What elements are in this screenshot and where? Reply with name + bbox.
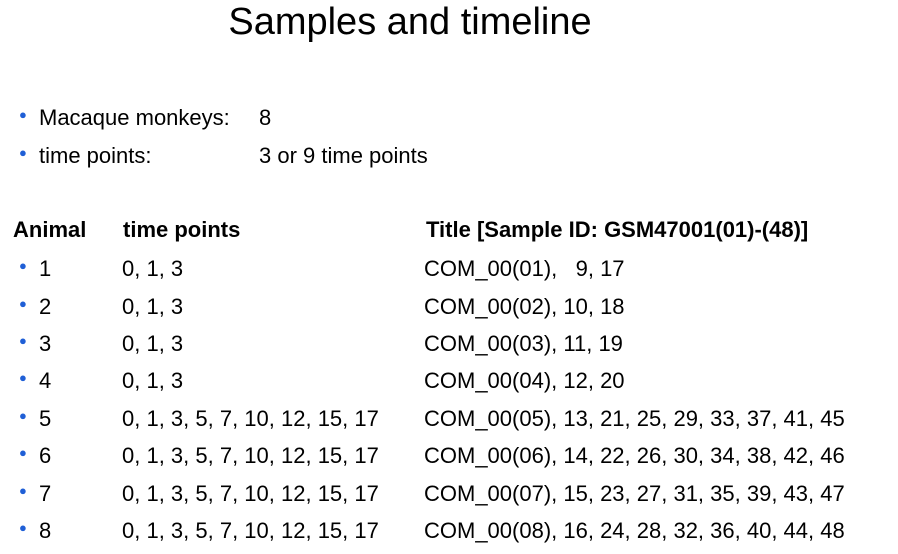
cell-title: COM_00(03), 11, 19 bbox=[424, 331, 623, 356]
cell-time-points: 0, 1, 3 bbox=[122, 256, 184, 281]
cell-title: COM_00(02), 10, 18 bbox=[424, 294, 625, 319]
cell-animal: 1 bbox=[39, 256, 52, 281]
cell-title: COM_00(01), 9, 17 bbox=[424, 256, 625, 281]
table-row: ● 3 0, 1, 3 COM_00(03), 11, 19 bbox=[0, 326, 898, 362]
bullet-icon: ● bbox=[19, 445, 27, 460]
cell-time-points: 0, 1, 3 bbox=[122, 331, 184, 356]
table-row: ● 7 0, 1, 3, 5, 7, 10, 12, 15, 17 COM_00… bbox=[0, 476, 898, 512]
column-header-time-points: time points bbox=[123, 217, 241, 242]
table-row: ● 5 0, 1, 3, 5, 7, 10, 12, 15, 17 COM_00… bbox=[0, 401, 898, 437]
cell-time-points: 0, 1, 3 bbox=[122, 368, 184, 393]
bullet-icon: ● bbox=[19, 520, 27, 535]
table-row: ● 4 0, 1, 3 COM_00(04), 12, 20 bbox=[0, 363, 898, 399]
bullet-icon: ● bbox=[19, 296, 27, 311]
table-row: ● 6 0, 1, 3, 5, 7, 10, 12, 15, 17 COM_00… bbox=[0, 438, 898, 474]
bullet-icon: ● bbox=[19, 258, 27, 273]
page-title: Samples and timeline bbox=[228, 1, 592, 43]
table-row: ● 2 0, 1, 3 COM_00(02), 10, 18 bbox=[0, 289, 898, 325]
cell-animal: 3 bbox=[39, 331, 52, 356]
list-item-value: 3 or 9 time points bbox=[259, 143, 428, 168]
cell-animal: 5 bbox=[39, 406, 52, 431]
list-item-value: 8 bbox=[259, 105, 272, 130]
list-item-monkeys: ● Macaque monkeys: 8 bbox=[0, 100, 898, 136]
bullet-icon: ● bbox=[19, 483, 27, 498]
list-item-label: Macaque monkeys: bbox=[39, 105, 230, 130]
cell-time-points: 0, 1, 3, 5, 7, 10, 12, 15, 17 bbox=[122, 443, 379, 468]
bullet-icon: ● bbox=[19, 145, 27, 160]
list-item-label: time points: bbox=[39, 143, 152, 168]
bullet-icon: ● bbox=[19, 370, 27, 385]
cell-time-points: 0, 1, 3, 5, 7, 10, 12, 15, 17 bbox=[122, 518, 379, 543]
cell-title: COM_00(08), 16, 24, 28, 32, 36, 40, 44, … bbox=[424, 518, 845, 543]
cell-title: COM_00(05), 13, 21, 25, 29, 33, 37, 41, … bbox=[424, 406, 845, 431]
cell-animal: 2 bbox=[39, 294, 52, 319]
cell-title: COM_00(06), 14, 22, 26, 30, 34, 38, 42, … bbox=[424, 443, 845, 468]
cell-time-points: 0, 1, 3 bbox=[122, 294, 184, 319]
bullet-icon: ● bbox=[19, 408, 27, 423]
column-header-animal: Animal bbox=[13, 217, 87, 242]
cell-title: COM_00(07), 15, 23, 27, 31, 35, 39, 43, … bbox=[424, 481, 845, 506]
cell-time-points: 0, 1, 3, 5, 7, 10, 12, 15, 17 bbox=[122, 406, 379, 431]
cell-animal: 4 bbox=[39, 368, 52, 393]
cell-animal: 8 bbox=[39, 518, 52, 543]
list-item-time-points: ● time points: 3 or 9 time points bbox=[0, 138, 898, 174]
table-header: Animal time points Title [Sample ID: GSM… bbox=[0, 212, 898, 248]
cell-animal: 6 bbox=[39, 443, 52, 468]
cell-title: COM_00(04), 12, 20 bbox=[424, 368, 625, 393]
cell-animal: 7 bbox=[39, 481, 52, 506]
bullet-icon: ● bbox=[19, 333, 27, 348]
table-row: ● 8 0, 1, 3, 5, 7, 10, 12, 15, 17 COM_00… bbox=[0, 513, 898, 549]
column-header-title: Title [Sample ID: GSM47001(01)-(48)] bbox=[426, 217, 809, 242]
bullet-icon: ● bbox=[19, 107, 27, 122]
cell-time-points: 0, 1, 3, 5, 7, 10, 12, 15, 17 bbox=[122, 481, 379, 506]
table-row: ● 1 0, 1, 3 COM_00(01), 9, 17 bbox=[0, 251, 898, 287]
